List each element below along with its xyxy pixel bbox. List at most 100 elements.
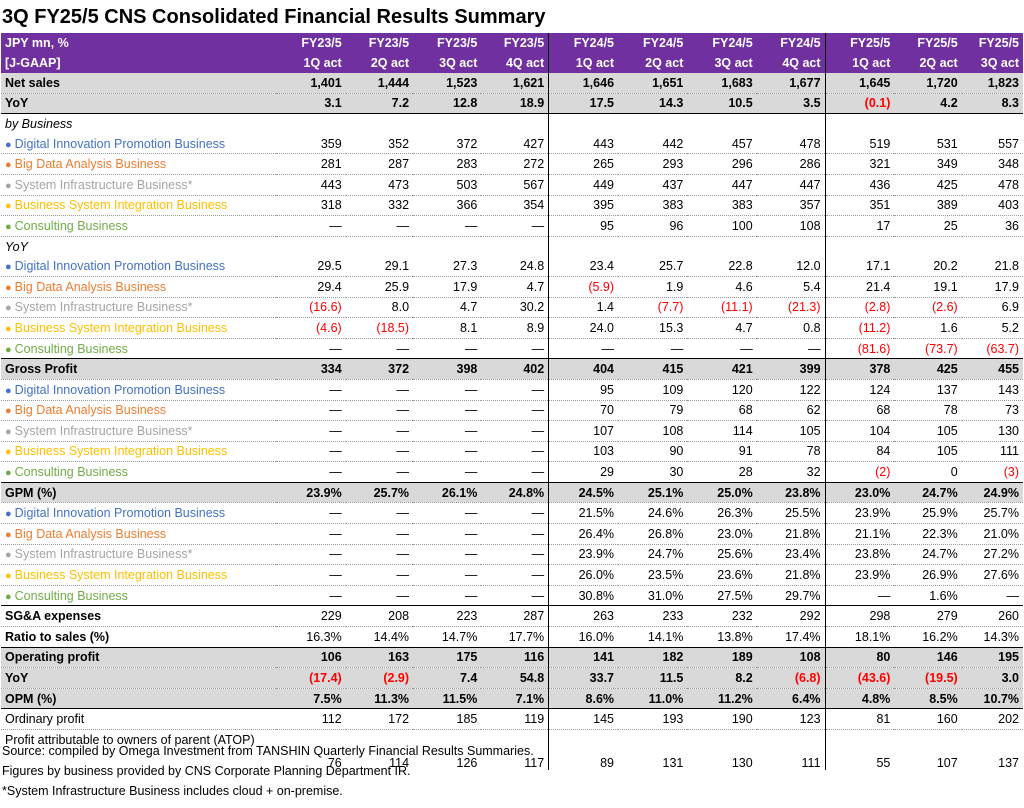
bullet-icon: ●	[5, 508, 12, 521]
row-label: ● Digital Innovation Promotion Business	[1, 256, 277, 277]
bullet-icon: ●	[5, 281, 12, 294]
table-cell: 10.5	[687, 93, 757, 115]
business-name: Big Data Analysis Business	[14, 157, 167, 172]
table-cell: 114	[389, 756, 410, 770]
row-label: Profit attributable to owners of parent …	[5, 733, 255, 747]
table-cell: —	[481, 461, 549, 483]
row-label: ● Business System Integration Business	[1, 195, 277, 217]
table-cell: 146	[894, 647, 962, 669]
table-cell: 427	[481, 133, 549, 155]
table-cell: 557	[961, 133, 1023, 155]
table-cell: 130	[961, 420, 1023, 442]
header-fy: FY25/5	[961, 33, 1023, 53]
table-cell: 62	[756, 400, 826, 422]
table-cell: —	[481, 441, 549, 463]
table-cell: (63.7)	[961, 338, 1023, 360]
system-infrastructure-note: *System Infrastructure Business includes…	[2, 784, 343, 798]
table-cell: 4.7	[481, 276, 549, 298]
table-cell: 26.9%	[894, 564, 962, 586]
table-cell: 160	[894, 708, 962, 730]
table-cell: 20.2	[894, 256, 962, 277]
table-cell: 24.6%	[618, 502, 688, 525]
table-cell: (73.7)	[894, 338, 962, 360]
table-cell	[894, 114, 961, 134]
table-cell: 25.5%	[756, 502, 826, 525]
business-row-digital: ● Digital Innovation Promotion Business — —…	[1, 379, 1023, 401]
row-label: ● Consulting Business	[1, 585, 277, 607]
business-name: System Infrastructure Business*	[14, 300, 193, 315]
financial-results-table: JPY mn, % FY23/5 FY23/5 FY23/5 FY23/5 FY…	[1, 33, 1023, 770]
table-cell: 478	[756, 133, 826, 155]
table-cell: 366	[413, 195, 482, 217]
table-cell: 23.9%	[824, 502, 895, 525]
table-cell: 96	[618, 215, 688, 237]
table-cell: 3.0	[961, 667, 1023, 689]
business-row-system: ● System Infrastructure Business* — — — —107 1…	[1, 420, 1023, 442]
table-row: GPM (%) 23.9% 25.7% 26.1% 24.8% 24.5% 25.1% 25.…	[1, 482, 1023, 504]
table-cell: 120	[687, 379, 757, 401]
table-cell: 105	[894, 441, 962, 463]
table-cell: —	[345, 400, 414, 422]
table-row: OPM (%) 7.5% 11.3% 11.5% 7.1% 8.6% 11.0% 11.2% 6…	[1, 688, 1023, 710]
table-cell: 30.2	[481, 297, 549, 319]
table-cell: —	[687, 338, 757, 360]
table-cell: 100	[687, 215, 757, 237]
business-name: Big Data Analysis Business	[14, 403, 167, 418]
table-cell: —	[413, 338, 482, 360]
table-cell: 189	[687, 647, 757, 669]
row-label: Gross Profit	[1, 358, 277, 380]
table-cell: —	[345, 441, 414, 463]
table-cell: 24.8	[481, 256, 549, 277]
table-cell: —	[481, 523, 549, 545]
row-label: Ordinary profit	[1, 708, 277, 730]
table-cell: 4.2	[894, 93, 962, 115]
table-cell: 23.6%	[687, 564, 757, 586]
header-quarter: 3Q act	[961, 53, 1023, 73]
table-row: Gross Profit 334 372 398 402 404 415 421 399 378 4…	[1, 358, 1023, 380]
table-cell: 29.7%	[756, 585, 826, 607]
business-name: Big Data Analysis Business	[14, 279, 167, 294]
table-cell: 26.4%	[548, 523, 619, 545]
table-cell: 3.1	[276, 93, 346, 115]
table-cell: 137	[894, 379, 962, 401]
table-cell: —	[481, 379, 549, 401]
business-name: Big Data Analysis Business	[14, 526, 167, 541]
row-label: ● System Infrastructure Business*	[1, 420, 277, 442]
table-cell: 8.3	[961, 93, 1023, 115]
table-cell: 23.8%	[756, 482, 826, 504]
table-cell: 7.4	[413, 667, 482, 689]
table-cell: 108	[756, 647, 826, 669]
table-body: Net sales 1,401 1,444 1,523 1,621 1,646 1,651 1…	[1, 73, 1023, 770]
table-cell	[962, 114, 1023, 134]
table-cell: 372	[413, 133, 482, 155]
table-cell: (81.6)	[824, 338, 895, 360]
header-fy: FY23/5	[276, 33, 346, 53]
table-cell	[481, 114, 548, 134]
table-cell: 25.9%	[894, 502, 962, 525]
table-cell: (17.4)	[276, 667, 346, 689]
business-name: Consulting Business	[14, 588, 128, 603]
table-cell: 25	[894, 215, 962, 237]
table-cell: 372	[345, 358, 414, 380]
table-cell: 10.7%	[961, 688, 1023, 710]
footnotes: Source: compiled by Omega Investment fro…	[2, 741, 534, 801]
table-cell: 1,523	[413, 73, 482, 94]
business-row-system: ● System Infrastructure Business* 443 473 50…	[1, 174, 1023, 196]
table-cell	[346, 114, 413, 134]
bullet-icon: ●	[5, 138, 12, 151]
table-cell	[757, 236, 825, 256]
business-row-bsi: ● Business System Integration Business — — —…	[1, 564, 1023, 586]
table-cell: 91	[687, 441, 757, 463]
table-cell: —	[276, 379, 346, 401]
table-cell: 119	[481, 708, 549, 730]
business-name: Business System Integration Business	[14, 198, 228, 213]
header-quarter: 3Q act	[413, 53, 482, 73]
table-cell: 36	[961, 215, 1023, 237]
table-cell: (3)	[961, 461, 1023, 483]
table-cell: —	[756, 338, 826, 360]
table-cell: 25.0%	[687, 482, 757, 504]
table-cell: —	[548, 338, 619, 360]
table-cell: 12.0	[756, 256, 826, 277]
table-cell: 26.1%	[413, 482, 482, 504]
table-cell: 95	[548, 379, 619, 401]
